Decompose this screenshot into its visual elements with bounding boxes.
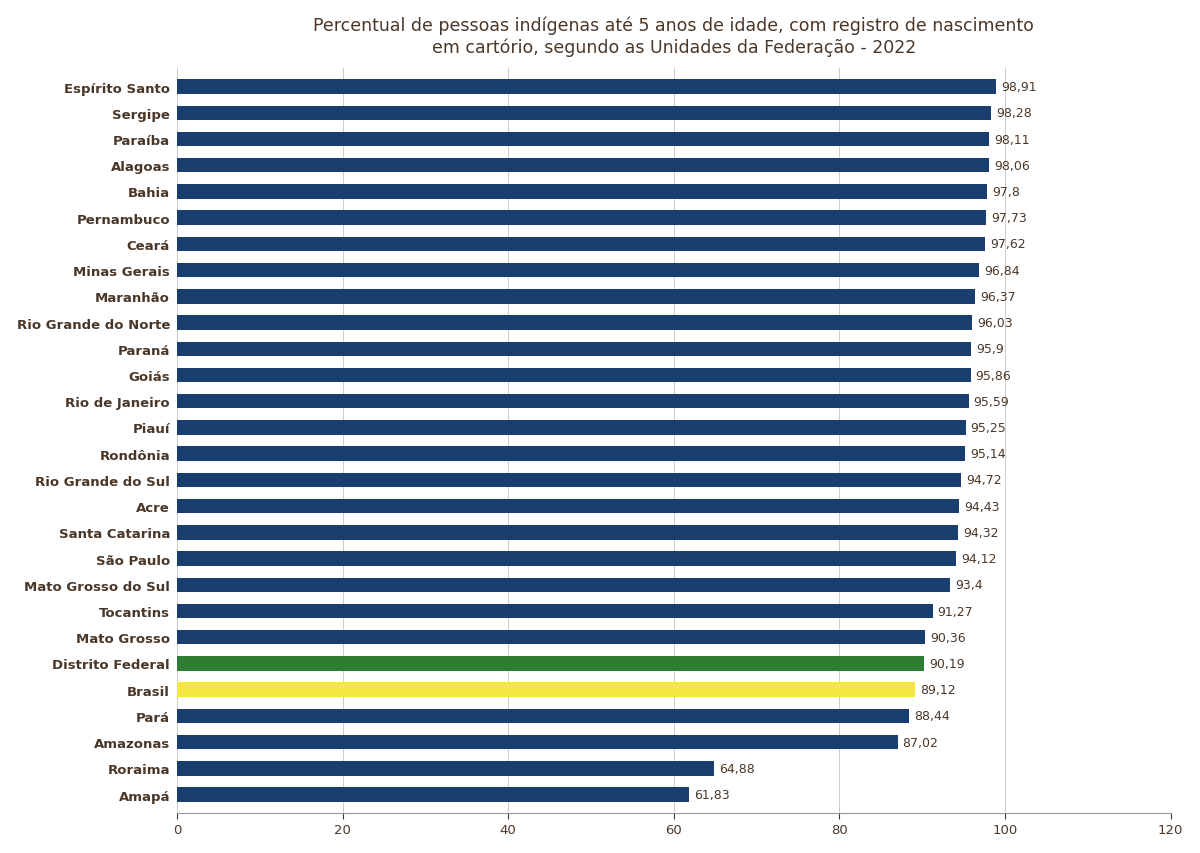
- Text: 96,84: 96,84: [984, 264, 1020, 277]
- Text: 95,9: 95,9: [976, 343, 1004, 356]
- Bar: [176, 395, 968, 409]
- Text: 90,19: 90,19: [929, 657, 965, 670]
- Bar: [176, 421, 966, 435]
- Text: 95,86: 95,86: [976, 369, 1012, 382]
- Text: 89,12: 89,12: [920, 683, 955, 696]
- Bar: [176, 107, 991, 121]
- Text: 91,27: 91,27: [937, 605, 973, 618]
- Bar: [176, 630, 925, 645]
- Bar: [176, 212, 986, 226]
- Bar: [176, 787, 689, 802]
- Bar: [176, 657, 924, 670]
- Bar: [176, 80, 996, 95]
- Text: 94,43: 94,43: [964, 500, 1000, 513]
- Bar: [176, 473, 961, 488]
- Bar: [176, 264, 979, 278]
- Bar: [176, 342, 971, 357]
- Text: 97,62: 97,62: [990, 238, 1026, 251]
- Bar: [176, 525, 958, 540]
- Bar: [176, 761, 714, 775]
- Text: 97,73: 97,73: [991, 212, 1027, 225]
- Bar: [176, 237, 985, 252]
- Text: 94,32: 94,32: [962, 526, 998, 539]
- Bar: [176, 447, 965, 461]
- Text: 98,28: 98,28: [996, 107, 1032, 120]
- Bar: [176, 185, 986, 200]
- Bar: [176, 682, 914, 697]
- Text: 98,06: 98,06: [994, 160, 1030, 172]
- Text: 95,14: 95,14: [970, 448, 1006, 461]
- Bar: [176, 159, 989, 173]
- Text: 95,59: 95,59: [973, 395, 1009, 409]
- Text: 94,12: 94,12: [961, 553, 997, 566]
- Text: 61,83: 61,83: [694, 788, 730, 801]
- Text: 88,44: 88,44: [914, 710, 950, 722]
- Text: 64,88: 64,88: [719, 762, 755, 775]
- Text: 90,36: 90,36: [930, 631, 966, 644]
- Title: Percentual de pessoas indígenas até 5 anos de idade, com registro de nascimento
: Percentual de pessoas indígenas até 5 an…: [313, 17, 1034, 56]
- Bar: [176, 604, 932, 618]
- Bar: [176, 552, 956, 566]
- Text: 94,72: 94,72: [966, 474, 1002, 487]
- Text: 97,8: 97,8: [991, 186, 1020, 199]
- Text: 93,4: 93,4: [955, 578, 983, 592]
- Text: 98,11: 98,11: [995, 133, 1030, 147]
- Bar: [176, 709, 910, 723]
- Text: 98,91: 98,91: [1001, 81, 1037, 94]
- Bar: [176, 368, 971, 383]
- Text: 96,37: 96,37: [980, 291, 1015, 304]
- Bar: [176, 577, 950, 592]
- Text: 96,03: 96,03: [977, 316, 1013, 330]
- Bar: [176, 133, 989, 147]
- Bar: [176, 735, 898, 750]
- Text: 87,02: 87,02: [902, 736, 938, 749]
- Text: 95,25: 95,25: [971, 421, 1007, 434]
- Bar: [176, 316, 972, 330]
- Bar: [176, 290, 974, 305]
- Bar: [176, 499, 959, 514]
